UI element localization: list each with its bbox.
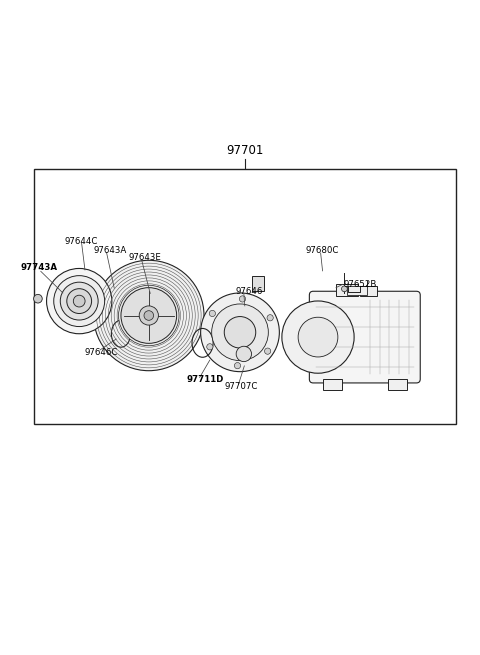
Circle shape bbox=[139, 306, 158, 325]
Text: 97646C: 97646C bbox=[84, 348, 118, 357]
Text: 97680C: 97680C bbox=[306, 246, 339, 255]
Circle shape bbox=[224, 316, 256, 348]
Circle shape bbox=[67, 289, 92, 314]
Bar bbox=[348, 286, 368, 295]
Circle shape bbox=[207, 344, 213, 350]
Text: 97711D: 97711D bbox=[186, 375, 224, 384]
Text: 97643A: 97643A bbox=[94, 246, 127, 255]
Circle shape bbox=[34, 294, 42, 303]
Bar bbox=[252, 276, 264, 291]
Circle shape bbox=[234, 362, 240, 369]
Circle shape bbox=[282, 301, 354, 373]
Bar bbox=[34, 169, 456, 424]
Circle shape bbox=[47, 269, 112, 334]
Circle shape bbox=[212, 304, 268, 361]
Circle shape bbox=[267, 314, 273, 321]
Circle shape bbox=[201, 293, 279, 371]
Circle shape bbox=[209, 310, 216, 316]
Circle shape bbox=[240, 296, 246, 302]
Bar bbox=[360, 286, 377, 296]
Text: 97701: 97701 bbox=[226, 144, 264, 157]
Circle shape bbox=[119, 286, 179, 346]
Text: 97707C: 97707C bbox=[225, 382, 258, 390]
Circle shape bbox=[94, 260, 204, 371]
Circle shape bbox=[60, 282, 98, 320]
Bar bbox=[336, 284, 358, 296]
Circle shape bbox=[342, 286, 348, 291]
Text: 97743A: 97743A bbox=[20, 263, 57, 272]
Text: 97652B: 97652B bbox=[343, 280, 377, 289]
Circle shape bbox=[144, 310, 154, 320]
Circle shape bbox=[236, 346, 252, 362]
Text: 97644C: 97644C bbox=[65, 236, 98, 246]
Circle shape bbox=[54, 276, 105, 327]
Circle shape bbox=[121, 288, 177, 343]
Circle shape bbox=[264, 348, 271, 354]
Bar bbox=[388, 379, 407, 390]
Bar bbox=[323, 379, 342, 390]
FancyBboxPatch shape bbox=[309, 291, 420, 383]
Circle shape bbox=[73, 295, 85, 307]
Circle shape bbox=[298, 317, 338, 357]
Text: 97646: 97646 bbox=[235, 287, 263, 296]
Text: 97643E: 97643E bbox=[129, 253, 161, 263]
